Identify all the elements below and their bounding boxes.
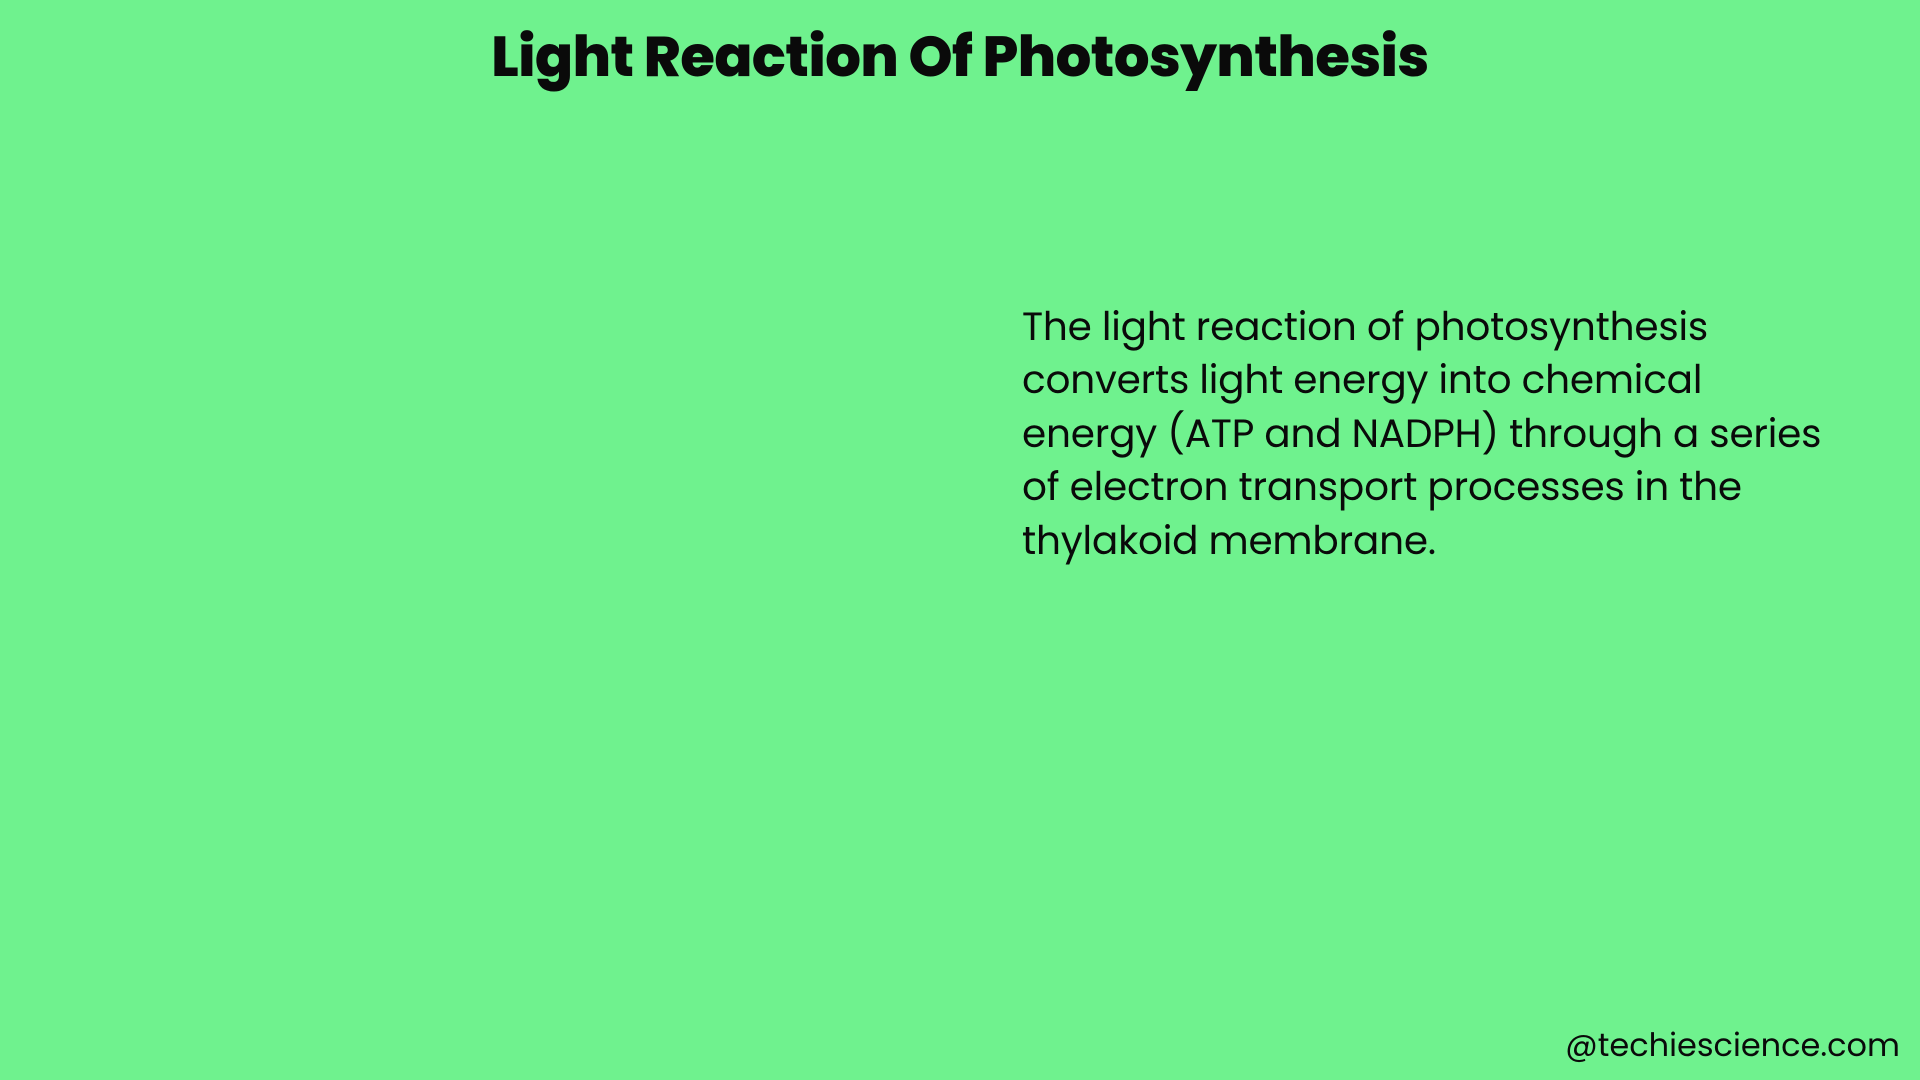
- attribution-text: @techiescience.com: [1565, 1022, 1900, 1070]
- page-title: Light Reaction Of Photosynthesis: [0, 14, 1920, 99]
- body-paragraph: The light reaction of photosynthesis con…: [1022, 300, 1842, 567]
